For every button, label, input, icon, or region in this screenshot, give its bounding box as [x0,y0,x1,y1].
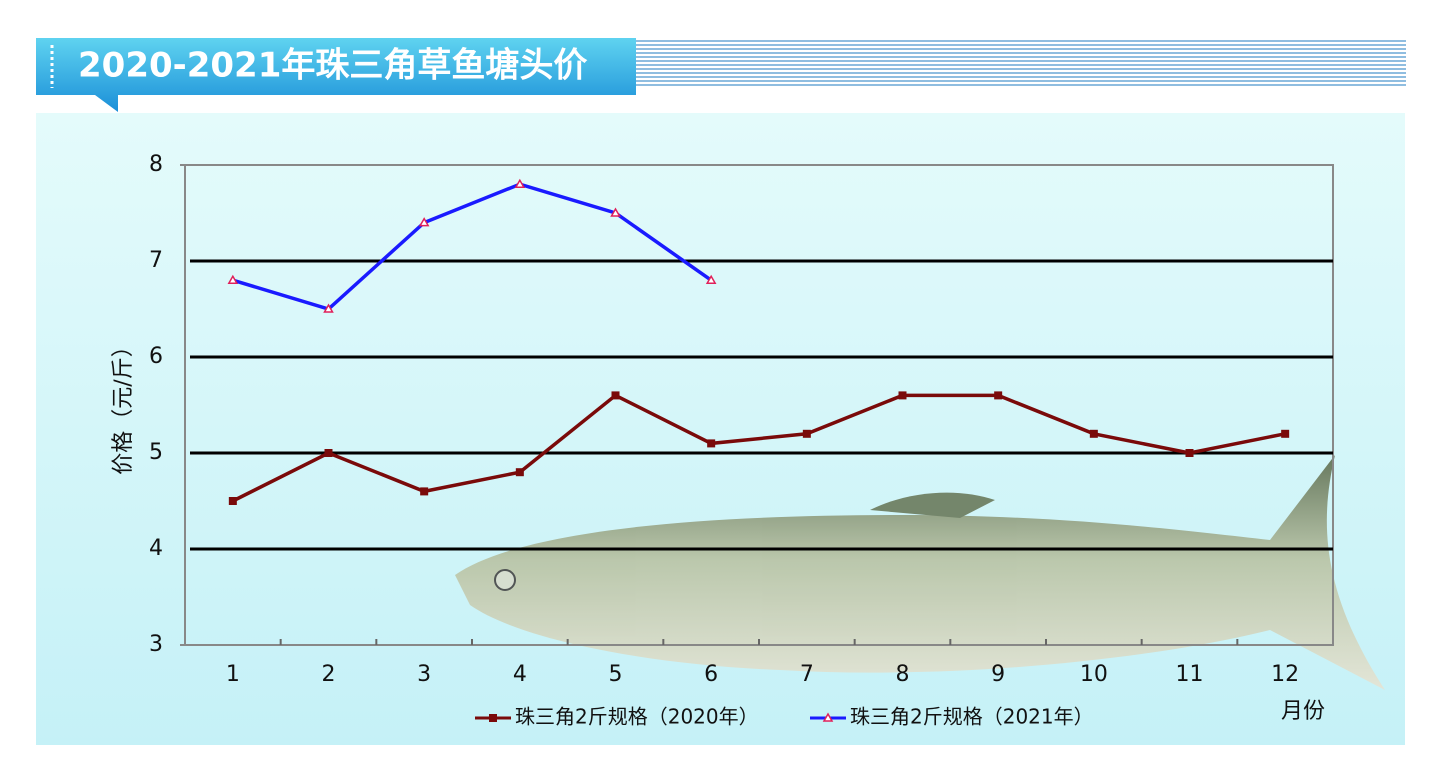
x-tick-label: 1 [226,662,240,687]
x-tick-label: 2 [322,662,336,687]
data-point [994,391,1003,400]
data-point [1089,429,1098,438]
data-point [324,449,333,457]
data-point [227,274,239,284]
data-point [898,391,907,400]
data-point [514,178,526,188]
data-point [1281,429,1290,438]
x-tick-label: 5 [609,662,623,687]
y-tick-label: 5 [149,440,163,465]
y-tick-label: 6 [149,344,163,369]
x-axis-label: 月份 [1281,699,1325,724]
data-point [610,207,621,217]
data-point [420,487,429,496]
data-point [418,217,430,227]
y-tick-label: 4 [149,536,163,561]
x-tick-label: 7 [800,662,814,687]
y-tick-label: 3 [149,632,163,657]
series-line [232,182,713,311]
data-point [1185,449,1194,457]
x-tick-label: 4 [513,662,527,687]
y-tick-label: 7 [149,248,163,273]
legend-marker [489,714,497,722]
y-tick-label: 8 [149,152,163,177]
x-tick-label: 8 [896,662,910,687]
data-point [323,303,334,313]
legend-marker [822,712,834,722]
x-tick-label: 9 [991,662,1005,687]
x-tick-label: 11 [1176,662,1204,687]
data-point [611,391,620,400]
data-point [802,429,811,438]
header-stripes [636,40,1406,88]
legend-label: 珠三角2斤规格（2021年） [850,705,1094,729]
legend-label: 珠三角2斤规格（2020年） [515,705,759,729]
x-tick-label: 3 [417,662,431,687]
data-point [515,468,524,477]
x-tick-label: 12 [1271,662,1299,687]
x-tick-label: 10 [1080,662,1108,687]
x-tick-label: 6 [704,662,718,687]
data-point [707,439,716,448]
chart-title: 2020-2021年珠三角草鱼塘头价 [78,46,587,86]
data-point [705,274,717,284]
data-point [228,497,237,505]
title-banner [36,38,636,112]
fish-illustration [455,455,1385,690]
series-line [232,393,1286,503]
y-axis-label: 价格（元/斤） [111,335,136,474]
